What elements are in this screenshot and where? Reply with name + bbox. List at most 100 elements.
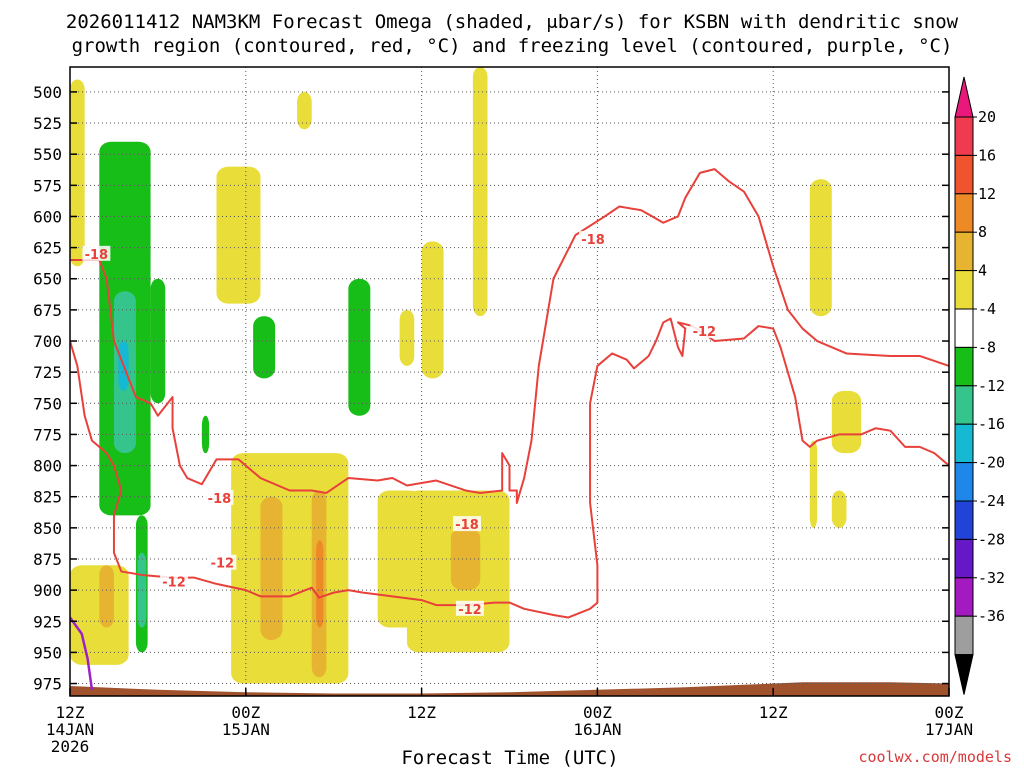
y-tick-label-700: 700 [33,332,62,351]
y-tick-label-775: 775 [33,425,62,444]
ascent-weak-area [831,490,847,528]
colorbar-label--28: -28 [978,530,1005,548]
y-tick-label-750: 750 [33,394,62,413]
ascent-weak-area [231,453,349,684]
colorbar-bin-9 [954,462,974,502]
dgz-minus18-label-1: -18 [208,492,232,507]
x-tick-label-60-1: 00Z [935,703,964,722]
colorbar-bin-7 [954,385,974,425]
dgz-minus12-label-1: -12 [458,603,482,618]
dgz-minus12-label-3: -12 [211,557,235,572]
dgz-minus18-label-2: -18 [455,518,479,533]
colorbar-bin-1 [954,154,974,195]
y-tick-label-600: 600 [33,207,62,226]
y-tick-label-725: 725 [33,363,62,382]
y-tick-label-525: 525 [33,114,62,133]
ascent-weak-area [297,91,312,130]
y-tick-label-625: 625 [33,239,62,258]
dgz-minus18-line [70,168,949,504]
dgz-minus18-label-bg-2 [453,516,482,532]
ascent-weak-area [809,179,832,317]
x-tick-label-12-2: 15JAN [222,720,270,739]
ascent-weak-area [70,79,85,267]
dgz-minus12-label-bg-0 [160,573,189,589]
chart-title-line2: growth region (contoured, red, °C) and f… [72,35,953,57]
x-tick-label-48-1: 12Z [759,703,788,722]
gridlines [70,67,949,696]
descent-moderate-area [137,552,147,628]
ascent-weak-area [421,241,444,379]
x-tick-label-0-1: 12Z [56,703,85,722]
descent-weak-area [150,278,166,404]
y-tick-label-975: 975 [33,675,62,694]
colorbar-bin-10 [954,500,974,540]
colorbar-bin-0 [954,116,974,156]
colorbar-label--12: -12 [978,377,1005,395]
y-tick-label-550: 550 [33,145,62,164]
y-tick-label-900: 900 [33,581,62,600]
x-tick-label-24-1: 12Z [407,703,436,722]
colorbar-bin-2 [954,193,974,233]
dgz-minus18-label-bg-0 [82,245,111,261]
colorbar-label-4: 4 [978,262,987,280]
colorbar-bottom-arrow [954,654,974,695]
ascent-strong-area [316,540,324,628]
dgz-minus12-label-2: -12 [693,325,717,340]
dgz-minus12-label-bg-3 [208,554,237,570]
colorbar-bin-11 [954,538,974,579]
y-tick-label-925: 925 [33,612,62,631]
x-tick-label-36-2: 16JAN [573,720,621,739]
colorbar-legend: 20 16 12 8 4 -4 -8 -12 -16 -20 -24 -28 -32 -36 [954,76,1005,695]
y-tick-label-575: 575 [33,176,62,195]
plot-frame [69,66,950,697]
x-tick-label-0-2: 14JAN [46,720,94,739]
colorbar-label--16: -16 [978,415,1005,433]
colorbar-label--20: -20 [978,454,1005,472]
ascent-weak-area [399,309,415,366]
colorbar-label-16: 16 [978,146,996,164]
colorbar-label-20: 20 [978,108,996,126]
colorbar-bin-6 [954,346,974,387]
x-tick-label-36-1: 00Z [583,703,612,722]
descent-weak-area [348,278,371,416]
colorbar-bin-8 [954,423,974,464]
x-tick-label-12-1: 00Z [231,703,260,722]
x-tick-label-0-3: 2026 [51,737,90,756]
ascent-moderate-area [99,565,114,628]
y-axis: 500 525 550 575 600 625 650 675 700 725 750 775 800 8… [33,83,949,694]
dgz-minus18-label-bg-3 [579,230,608,246]
colorbar-bin-12 [954,577,974,617]
ascent-weak-area [831,390,862,454]
y-tick-label-650: 650 [33,270,62,289]
colorbar-bin-3 [954,231,974,272]
dgz-minus18-label-0: -18 [85,248,109,263]
descent-weak-area [201,415,210,454]
ascent-moderate-area [450,527,481,591]
ascent-weak-area [472,67,488,317]
ascent-weak-area [809,440,818,528]
ground-area [70,682,949,696]
y-tick-label-950: 950 [33,643,62,662]
colorbar-label--36: -36 [978,607,1005,625]
colorbar-label-8: 8 [978,223,987,241]
y-tick-label-850: 850 [33,519,62,538]
y-tick-label-500: 500 [33,83,62,102]
colorbar-label--32: -32 [978,569,1005,587]
omega-shading-layer [70,67,862,684]
ascent-weak-area [216,166,261,304]
dgz-minus12-label-0: -12 [162,575,186,590]
x-axis-label: Forecast Time (UTC) [401,747,618,768]
ascent-moderate-area [260,496,283,640]
contour-labels: -18 -18 -18 -18 -12 -12 -12 -12 [82,230,719,618]
colorbar-bin-4 [954,270,974,310]
y-tick-label-675: 675 [33,301,62,320]
colorbar-bin-13 [954,615,974,656]
y-tick-label-800: 800 [33,457,62,476]
chart-title-line1: 2026011412 NAM3KM Forecast Omega (shaded… [66,11,959,33]
colorbar-label--4: -4 [978,300,996,318]
dgz-minus12-label-bg-1 [455,600,484,616]
freezing-level-line [70,616,94,690]
terrain-layer [70,682,949,696]
y-tick-label-875: 875 [33,550,62,569]
